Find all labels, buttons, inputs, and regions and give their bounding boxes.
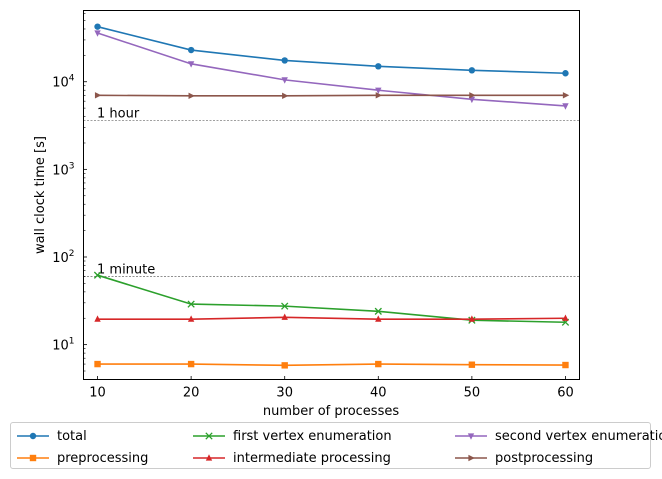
legend-swatch: [455, 454, 487, 462]
data-point: [281, 57, 288, 64]
data-point: [562, 314, 569, 321]
legend-entry: first vertex enumeration: [191, 425, 453, 447]
data-point: [375, 360, 382, 368]
data-point: [94, 315, 101, 322]
legend-label: preprocessing: [57, 450, 149, 466]
data-point: [375, 92, 383, 99]
series-line: [97, 94, 566, 97]
data-point: [281, 362, 288, 369]
series-intermediate-processing: [94, 313, 569, 322]
series-total: [94, 23, 569, 77]
series-line: [97, 25, 566, 75]
y-axis: 101 102 103 104: [52, 13, 87, 380]
legend-label: intermediate processing: [233, 450, 391, 466]
data-point: [374, 307, 382, 315]
data-point: [187, 46, 195, 54]
data-point: [282, 92, 289, 100]
legend-entry: second vertex enumeration: [453, 425, 662, 447]
line-chart: 1 hour 1 minute 10 20 30 40 50 60 101 102 103 104…: [33, 10, 580, 419]
data-point: [562, 92, 570, 99]
series-postprocessing: [94, 92, 570, 100]
legend-entry: preprocessing: [15, 447, 191, 469]
data-point: [562, 361, 569, 369]
data-point: [562, 103, 569, 110]
legend: total first vertex enumeration second vert…: [10, 422, 662, 469]
data-point: [94, 30, 101, 37]
x-tick-label: 40: [370, 386, 387, 401]
data-point: [281, 77, 288, 84]
x-axis: 10 20 30 40 50 60: [89, 376, 574, 401]
y-tick-label: 104: [52, 74, 75, 91]
data-point: [562, 70, 569, 77]
data-point: [187, 360, 195, 368]
data-point: [93, 271, 102, 279]
x-tick-label: 20: [183, 386, 200, 401]
series-first-vertex-enumeration: [93, 271, 570, 326]
series-line: [97, 274, 566, 324]
legend-entry: total: [15, 425, 191, 447]
legend-label: postprocessing: [495, 450, 594, 466]
data-point: [187, 300, 195, 308]
data-point: [375, 315, 382, 322]
data-point: [375, 63, 382, 70]
data-point: [468, 96, 476, 104]
x-axis-label: number of processes: [263, 404, 399, 419]
reference-line-label: 1 minute: [97, 262, 155, 277]
data-point: [281, 302, 289, 310]
series-line: [97, 363, 566, 367]
legend-entry: postprocessing: [453, 447, 653, 469]
reference-line-label: 1 hour: [97, 107, 140, 122]
series-line: [97, 32, 566, 107]
x-tick-label: 60: [557, 386, 574, 401]
data-point: [469, 92, 476, 99]
plot-frame: [83, 10, 580, 380]
series-layer: [93, 23, 570, 369]
data-point: [187, 315, 195, 322]
legend-swatch: [455, 433, 487, 440]
legend-swatch: [17, 432, 49, 440]
legend-label: second vertex enumeration: [495, 428, 662, 444]
data-point: [94, 360, 101, 368]
data-point: [468, 67, 476, 74]
legend-swatch: [193, 454, 225, 461]
legend-entry: intermediate processing: [191, 447, 453, 469]
y-tick-label: 101: [52, 337, 74, 354]
legend-swatch: [193, 432, 225, 440]
x-tick-label: 50: [464, 386, 481, 401]
data-point: [468, 315, 476, 322]
data-point: [281, 313, 288, 320]
data-point: [188, 92, 195, 100]
y-tick-label: 103: [52, 161, 74, 178]
y-axis-label: wall clock time [s]: [33, 136, 48, 254]
data-point: [187, 61, 195, 68]
series-preprocessing: [94, 360, 569, 369]
reference-lines: 1 hour 1 minute: [83, 107, 580, 277]
legend-label: first vertex enumeration: [233, 428, 392, 444]
x-tick-label: 30: [276, 386, 293, 401]
series-line: [97, 316, 566, 321]
y-tick-label: 102: [52, 249, 74, 266]
x-tick-label: 10: [89, 386, 106, 401]
legend-swatch: [17, 454, 49, 462]
data-point: [375, 87, 382, 95]
data-point: [468, 361, 476, 368]
data-point: [94, 23, 101, 30]
series-second-vertex-enumeration: [94, 30, 569, 110]
data-point: [94, 92, 102, 99]
legend-label: total: [57, 428, 87, 444]
